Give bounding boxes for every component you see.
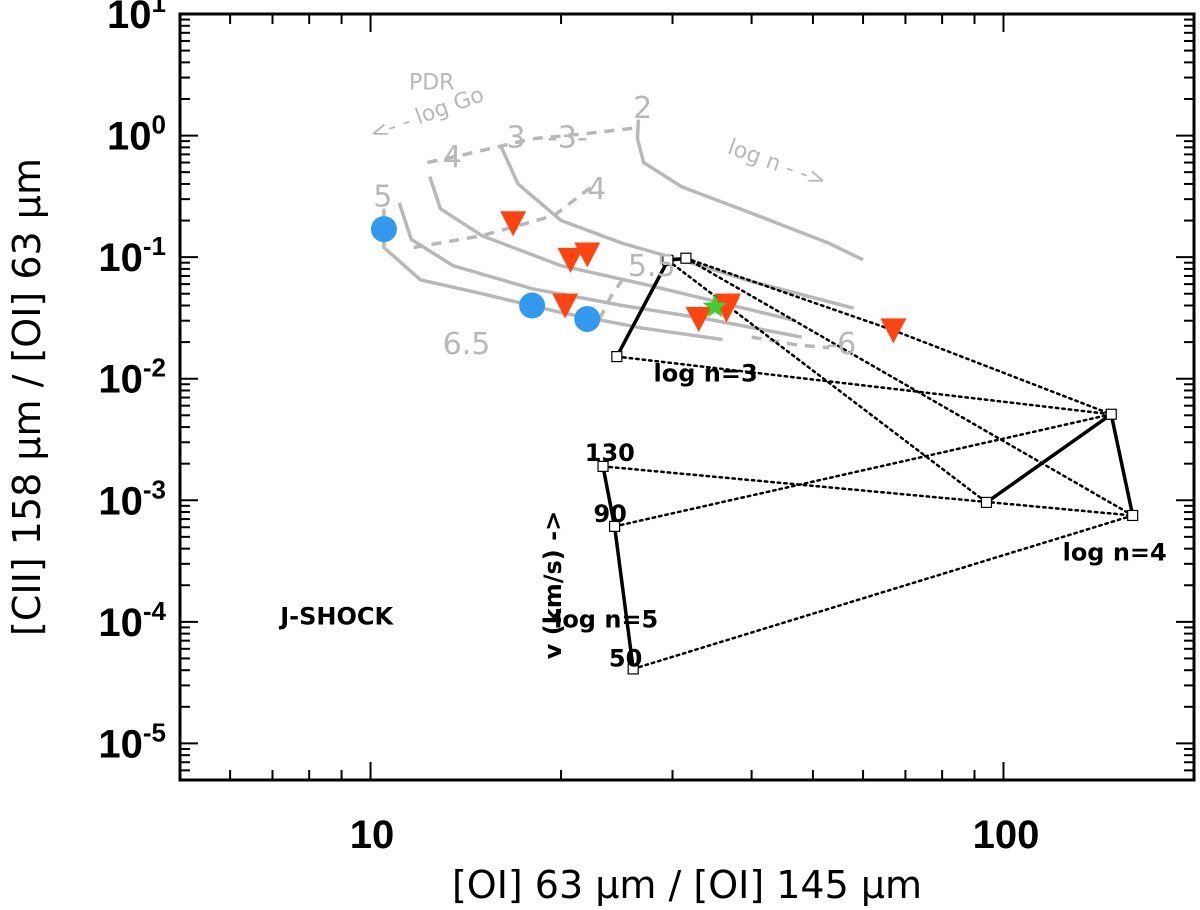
pdr-density-curve [397,202,803,339]
pdr-density-curve [382,208,723,342]
data-point-circle [370,216,397,243]
pdr-grid-label: 5 [373,180,392,215]
y-tick-label: 10-2 [98,353,166,402]
x-tick-label: 100 [973,813,1040,857]
y-tick-label: 101 [107,0,166,37]
x-axis-label: [OI] 63 μm / [OI] 145 μm [452,863,922,907]
y-tick-label: 100 [107,110,166,159]
shock-velocity-connector [684,256,1134,517]
y-tick-label: 10-3 [98,474,166,523]
data-points [370,211,907,344]
pdr-go-curve [413,183,595,250]
shock-velocity-connector [684,256,895,332]
shock-density-track [985,411,1135,516]
shock-velocity-connector [892,329,1113,416]
shock-model-marker [627,663,639,675]
plot-frame [178,12,1196,782]
data-point-triangle [685,306,712,332]
pdr-grid-label: -3- [547,120,588,155]
data-point-circle [574,305,601,332]
shock-model-grid [597,252,1139,675]
shock-grid-label: log n=4 [1063,538,1167,566]
pdr-grid-label: 3 [507,120,526,155]
pdr-grid-label: -6 [826,327,856,362]
pdr-go-curve [751,335,830,350]
pdr-grid-label: PDR [409,70,455,95]
data-point-triangle [552,293,579,319]
pdr-grid-label: log n - -> [724,135,829,194]
pdr-grid-label: 5.5 [628,249,676,284]
pdr-density-curve [428,176,797,323]
velocity-axis-label: v (km/s) -> [539,511,567,659]
shock-grid-label: 90 [593,500,626,528]
pdr-grid-label: 2 [633,91,652,126]
shock-grid-label: 50 [609,644,642,672]
shock-model-marker [1105,408,1117,420]
tick-marks [179,13,1195,781]
data-point-triangle [714,293,741,319]
axes [178,12,1196,782]
y-tick-label: 10-4 [98,596,166,645]
shock-density-track [601,466,635,670]
data-point-star [702,293,728,318]
pdr-grid-label: 4 [443,140,462,175]
shock-velocity-connector [601,465,1134,517]
shock-velocity-connector [631,514,1134,671]
pdr-model-grid [382,119,864,350]
pdr-grid-label: 6.5 [443,327,491,362]
shock-model-marker [680,252,692,264]
y-axis-label: [CII] 158 μm / [OI] 63 μm [5,158,49,636]
shock-grid-label: 130 [585,439,635,467]
pdr-go-curve [427,126,634,165]
pdr-go-curve [597,272,629,320]
pdr-density-curve [635,119,864,262]
shock-model-marker [608,520,621,532]
shock-grid-label: log n=3 [654,359,758,387]
shock-grid-label: J-SHOCK [278,603,394,631]
data-point-triangle [500,211,527,237]
data-point-triangle [557,247,584,273]
shock-model-marker [597,460,609,472]
shock-model-marker [980,496,993,509]
shock-model-marker [611,350,623,363]
shock-model-marker [1127,509,1139,522]
data-point-triangle [880,318,907,344]
shock-velocity-connector [613,413,1113,528]
tick-labels: 10 100 101 100 10-1 10-2 10-3 10-4 10-5 [98,0,1039,857]
shock-velocity-connector [615,355,1113,416]
x-tick-label: 10 [350,813,395,857]
shock-grid-label: log n=5 [554,605,658,633]
shock-model-marker [662,254,674,267]
pdr-density-curve [499,146,855,310]
data-point-circle [519,292,546,319]
pdr-grid-label: 4 [587,172,606,207]
y-tick-label: 10-1 [98,231,166,280]
y-tick-label: 10-5 [98,717,166,766]
data-point-triangle [574,242,601,268]
